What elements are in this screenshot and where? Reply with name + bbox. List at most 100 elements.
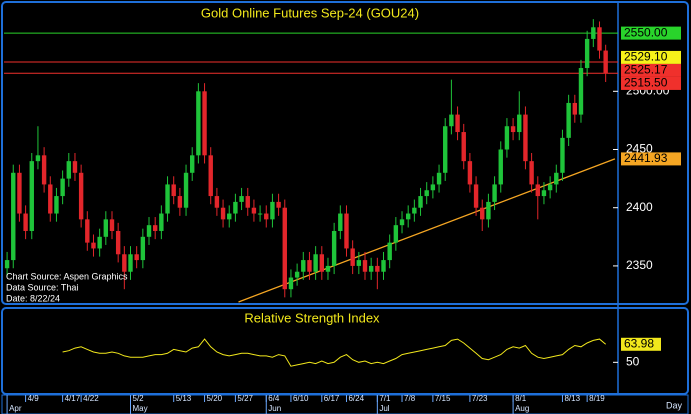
candle-body <box>245 196 250 208</box>
candle-body <box>523 114 528 162</box>
candle-body <box>276 201 281 208</box>
candle-body <box>41 155 47 185</box>
candle-body <box>325 265 331 272</box>
date-bar <box>1 394 689 414</box>
candle-body <box>319 254 324 272</box>
candle-body <box>368 265 374 272</box>
rsi-frame <box>1 307 689 395</box>
source-note: Chart Source: Aspen Graphics <box>6 271 128 281</box>
candle-body <box>11 172 16 261</box>
rsi-line <box>62 338 607 367</box>
main-frame <box>1 1 689 305</box>
source-note: Data Source: Thai <box>6 282 78 292</box>
candle-body <box>405 213 411 220</box>
candle-body <box>183 172 189 208</box>
candle-body <box>412 207 417 214</box>
candle-body <box>97 236 102 249</box>
candle-body <box>72 161 78 173</box>
candle-body <box>270 201 275 220</box>
candle-body <box>486 201 491 220</box>
x-tick-label: 6/4 <box>268 394 280 403</box>
candle-body <box>294 271 300 278</box>
candle-body <box>356 260 362 266</box>
candle-body <box>510 126 516 133</box>
x-tick-label: 5/20 <box>207 394 223 403</box>
x-tick-label: 8/13 <box>564 394 580 403</box>
x-tick-label: 8/1 <box>515 394 527 403</box>
level-label: 2529.10 <box>624 50 668 64</box>
candle-body <box>313 254 318 272</box>
x-tick-label: 6/24 <box>348 394 364 403</box>
candle-body <box>541 190 547 197</box>
candle-body <box>467 161 473 185</box>
source-note: Date: 8/22/24 <box>6 293 60 303</box>
x-tick-label: 6/17 <box>324 394 340 403</box>
candle-body <box>381 260 386 272</box>
candle-body <box>146 225 152 237</box>
x-tick-label: 4/17 <box>65 394 81 403</box>
x-tick-label: 6/10 <box>293 394 309 403</box>
candle-body <box>4 260 10 269</box>
candle-body <box>399 219 405 226</box>
candle-body <box>338 213 343 231</box>
candle-body <box>239 196 244 202</box>
candle-body <box>35 155 41 162</box>
candle-body <box>122 254 127 272</box>
x-tick-label: 7/23 <box>472 394 488 403</box>
month-label: May <box>133 404 148 413</box>
candle-body <box>177 196 183 208</box>
candle-body <box>214 196 220 208</box>
candle-body <box>60 178 65 197</box>
candle-body <box>554 172 559 185</box>
x-tick-label: 7/8 <box>404 394 416 403</box>
candle-body <box>393 225 399 243</box>
candle-body <box>48 184 53 214</box>
candle-body <box>264 213 269 220</box>
candle-body <box>566 102 571 138</box>
x-tick-label: 5/2 <box>133 394 145 403</box>
candle-body <box>498 149 503 185</box>
candle-body <box>362 260 368 272</box>
candle-body <box>449 114 454 127</box>
candle-body <box>159 213 164 231</box>
candle-body <box>165 184 170 214</box>
candle-body <box>307 260 312 272</box>
candle-body <box>597 27 602 51</box>
candle-body <box>208 155 213 197</box>
y-tick-label: 2350 <box>626 258 653 272</box>
x-tick-label: 4/22 <box>83 394 99 403</box>
candle-body <box>227 213 232 220</box>
candle-body <box>535 184 540 197</box>
candle-body <box>572 102 578 115</box>
candle-body <box>78 172 84 220</box>
candle-body <box>350 248 355 266</box>
candle-body <box>282 207 287 290</box>
candle-body <box>29 161 34 231</box>
candle-body <box>331 230 337 266</box>
candle-body <box>418 196 423 208</box>
candle-body <box>152 225 158 231</box>
rsi-title: Relative Strength Index <box>244 310 380 325</box>
candle-body <box>196 91 201 156</box>
candle-body <box>91 242 96 249</box>
candle-body <box>436 172 442 185</box>
trendline-label: 2441.93 <box>624 151 668 165</box>
candle-body <box>128 254 133 272</box>
x-tick-label: 8/19 <box>589 394 605 403</box>
y-tick-label: 2400 <box>626 200 653 214</box>
month-label: Apr <box>9 404 22 413</box>
candle-body <box>257 213 263 215</box>
candle-body <box>17 172 22 214</box>
candle-body <box>504 126 510 150</box>
x-tick-label: 5/27 <box>237 394 253 403</box>
level-box <box>621 50 681 64</box>
chart-title: Gold Online Futures Sep-24 (GOU24) <box>201 5 419 20</box>
trendline-box <box>621 152 681 166</box>
candle-body <box>301 260 306 272</box>
candle-body <box>461 132 466 162</box>
candle-body <box>344 213 349 249</box>
rsi-value-label: 63.98 <box>624 336 654 350</box>
candle-body <box>443 126 448 173</box>
